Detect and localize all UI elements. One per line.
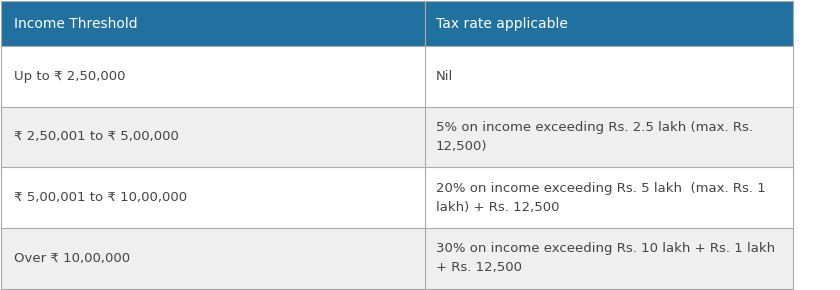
Text: 30% on income exceeding Rs. 10 lakh + Rs. 1 lakh
+ Rs. 12,500: 30% on income exceeding Rs. 10 lakh + Rs… <box>436 242 775 274</box>
Text: ₹ 5,00,001 to ₹ 10,00,000: ₹ 5,00,001 to ₹ 10,00,000 <box>14 191 187 204</box>
FancyBboxPatch shape <box>2 46 425 107</box>
FancyBboxPatch shape <box>2 1 425 46</box>
Text: ₹ 2,50,001 to ₹ 5,00,000: ₹ 2,50,001 to ₹ 5,00,000 <box>14 130 179 144</box>
FancyBboxPatch shape <box>2 107 425 167</box>
Text: 20% on income exceeding Rs. 5 lakh  (max. Rs. 1
lakh) + Rs. 12,500: 20% on income exceeding Rs. 5 lakh (max.… <box>436 182 766 214</box>
Text: Tax rate applicable: Tax rate applicable <box>436 17 568 31</box>
Text: Nil: Nil <box>436 70 454 83</box>
FancyBboxPatch shape <box>425 107 793 167</box>
Text: Up to ₹ 2,50,000: Up to ₹ 2,50,000 <box>14 70 126 83</box>
FancyBboxPatch shape <box>2 228 425 289</box>
FancyBboxPatch shape <box>425 167 793 228</box>
FancyBboxPatch shape <box>425 46 793 107</box>
Text: Over ₹ 10,00,000: Over ₹ 10,00,000 <box>14 252 130 265</box>
Text: Income Threshold: Income Threshold <box>14 17 138 31</box>
FancyBboxPatch shape <box>425 1 793 46</box>
FancyBboxPatch shape <box>425 228 793 289</box>
FancyBboxPatch shape <box>2 167 425 228</box>
Text: 5% on income exceeding Rs. 2.5 lakh (max. Rs.
12,500): 5% on income exceeding Rs. 2.5 lakh (max… <box>436 121 753 153</box>
